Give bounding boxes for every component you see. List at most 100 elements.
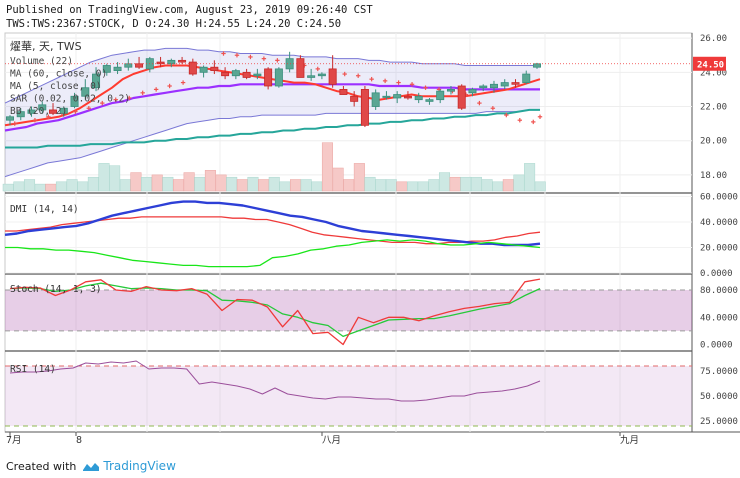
candle-body — [274, 68, 283, 87]
sar-dot — [477, 100, 482, 106]
ma60-line — [5, 108, 540, 149]
candle — [328, 55, 337, 88]
sar-dot — [180, 80, 186, 85]
volume-bar — [2, 183, 14, 192]
candle — [317, 72, 326, 80]
price-tick-label: 20.00 — [700, 137, 727, 147]
legend-item: Volume (22) — [10, 56, 73, 67]
legend-item: BB (20, 2) — [10, 106, 67, 117]
volume-bar — [332, 167, 344, 192]
volume-bar — [343, 179, 355, 192]
candle — [264, 67, 273, 90]
sar-dot — [46, 114, 51, 119]
candle-body — [242, 71, 251, 78]
candle — [38, 101, 47, 114]
volume-bar — [130, 172, 142, 192]
volume-bar — [524, 163, 536, 192]
tradingview-brand[interactable]: TradingView — [82, 459, 176, 473]
sar-dot — [12, 121, 17, 126]
candle — [457, 84, 466, 110]
legend-item: MA (5, close, 0) — [10, 81, 102, 92]
candle-body — [124, 63, 133, 68]
published-line: Published on TradingView.com, August 23,… — [6, 4, 373, 16]
stoch-title: Stoch (14, 1, 3) — [10, 284, 102, 295]
volume-bar — [55, 181, 67, 192]
sar-dot — [396, 80, 401, 85]
candle-body — [92, 73, 101, 89]
candle-body — [360, 89, 369, 126]
sar-dot — [382, 78, 388, 84]
volume-bar — [45, 183, 57, 192]
candle — [414, 92, 423, 104]
volume-bar — [353, 163, 365, 192]
volume-bar — [77, 181, 89, 192]
candle-body — [522, 73, 531, 83]
candle — [468, 87, 477, 97]
dmi-minus-di-line — [5, 216, 541, 245]
stoch-band-fill — [5, 290, 692, 331]
sar-dot — [153, 87, 159, 92]
volume-bar — [513, 174, 525, 192]
price-tick-label: 24.00 — [700, 68, 727, 78]
volume-bar — [470, 176, 482, 192]
candle — [16, 108, 25, 121]
candle-body — [59, 107, 68, 114]
sar-dot — [355, 73, 361, 78]
candle-body — [113, 66, 122, 72]
candle — [382, 91, 391, 100]
volume-bar — [236, 179, 248, 192]
sar-dot — [113, 97, 118, 102]
legend-symbol: 燿華, 天, TWS — [10, 40, 82, 53]
volume-bar — [438, 172, 450, 192]
tradingview-logo-icon — [83, 462, 100, 471]
candle-body — [414, 95, 423, 101]
sar-dot — [342, 71, 347, 77]
rsi-tick-label: 75.0000 — [700, 367, 738, 377]
sar-dot — [531, 119, 536, 125]
candle-body — [382, 95, 391, 98]
candle-body — [339, 89, 348, 95]
candle-body — [436, 90, 445, 101]
candle — [113, 62, 122, 75]
volume-bar — [534, 181, 546, 192]
candle — [339, 86, 348, 95]
candle — [59, 106, 68, 117]
sar-dot — [423, 85, 428, 90]
volume-bar — [109, 165, 121, 192]
candle — [156, 56, 165, 68]
legend-item: SAR (0.02, 0.02, 0.2) — [10, 94, 130, 105]
volume-bar — [396, 181, 408, 192]
sar-dot — [504, 112, 509, 118]
candle-body — [167, 59, 176, 65]
candle — [403, 91, 412, 100]
volume-bar — [119, 179, 131, 192]
candle-body — [317, 73, 326, 77]
candle — [371, 89, 380, 110]
rsi-tick-label: 50.0000 — [700, 392, 738, 402]
volume-bar — [385, 179, 397, 192]
candle — [511, 79, 520, 88]
candle-body — [16, 111, 25, 118]
candle — [70, 92, 79, 109]
sar-dot — [32, 117, 38, 123]
candle — [210, 60, 219, 75]
volume-bar — [492, 181, 504, 192]
candle — [102, 63, 111, 76]
x-axis-label: 8 — [76, 435, 82, 446]
volume-bar — [364, 176, 376, 192]
dmi-tick-label: 20.0000 — [700, 244, 738, 254]
candle — [500, 79, 509, 90]
volume-bar — [141, 176, 153, 192]
candle-body — [199, 66, 208, 73]
candle-body — [393, 94, 402, 99]
volume-bar — [300, 179, 312, 192]
candle — [49, 103, 58, 116]
volume-bar — [66, 179, 78, 192]
volume-bar — [13, 181, 25, 192]
candle — [350, 91, 359, 107]
candle — [253, 68, 262, 80]
sar-dot — [409, 82, 415, 87]
candle-body — [328, 68, 337, 85]
candle-body — [425, 99, 434, 102]
